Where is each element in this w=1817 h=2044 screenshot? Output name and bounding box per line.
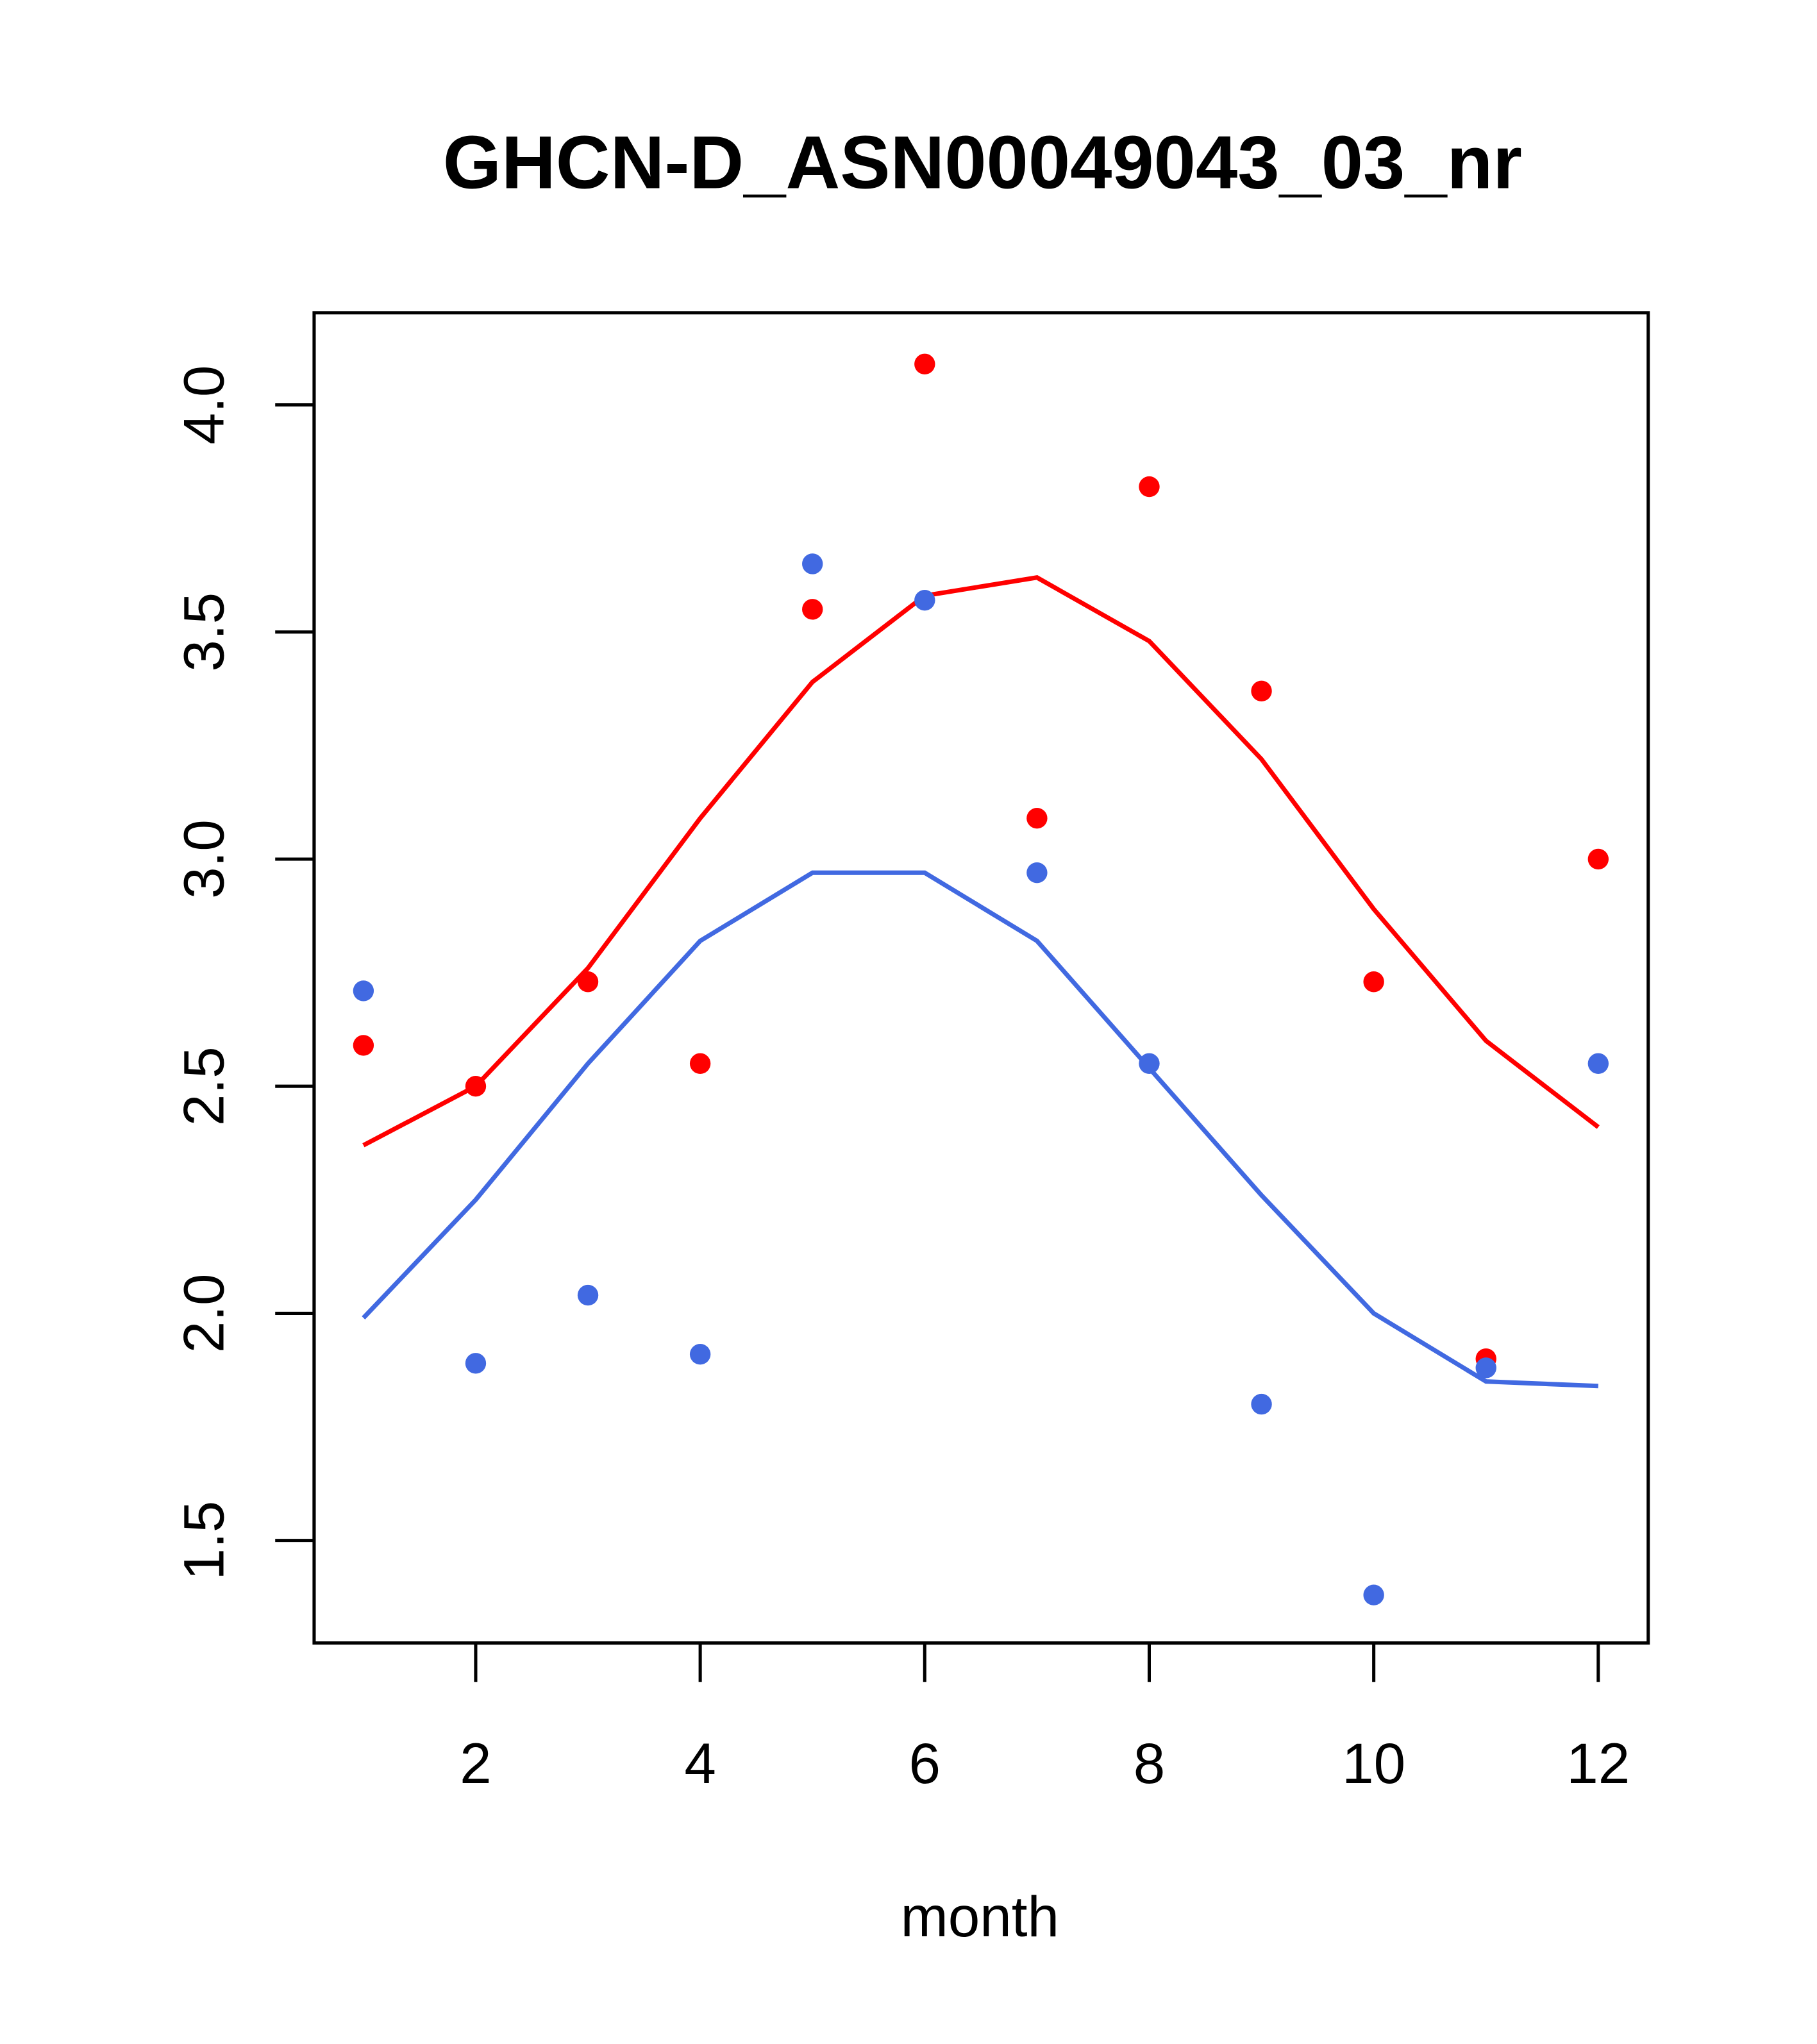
y-tick-label: 2.5 (171, 1046, 235, 1126)
red-point (1026, 808, 1048, 829)
blue-point (802, 553, 823, 574)
x-tick-label: 6 (909, 1731, 941, 1795)
y-axis: 1.5 2.0 2.5 3.0 3.5 4.0 (171, 365, 316, 1580)
chart-title: GHCN-D_ASN00049043_03_nr (443, 120, 1522, 204)
y-tick-label: 2.0 (171, 1274, 235, 1353)
red-point (1363, 971, 1384, 993)
red-point (577, 971, 599, 993)
x-tick-label: 8 (1134, 1731, 1166, 1795)
y-tick-label: 3.5 (171, 592, 235, 672)
blue-point (353, 980, 374, 1001)
plot-frame (312, 311, 1650, 1645)
blue-point (577, 1284, 599, 1306)
blue-point (1251, 1393, 1272, 1415)
x-tick-label: 10 (1342, 1731, 1405, 1795)
red-line (362, 575, 1600, 1148)
red-point (914, 353, 935, 374)
blue-point (1026, 862, 1048, 884)
blue-point (465, 1353, 487, 1374)
blue-point (1587, 1053, 1609, 1074)
blue-point (1475, 1357, 1496, 1378)
x-tick-label: 4 (684, 1731, 716, 1795)
blue-point (1139, 1053, 1160, 1074)
red-point (1251, 680, 1272, 702)
red-point (465, 1076, 487, 1097)
x-axis: 2 4 6 8 10 12 (460, 1641, 1630, 1795)
red-point (802, 599, 823, 620)
x-axis-label: month (901, 1884, 1059, 1948)
y-tick-label: 4.0 (171, 365, 235, 445)
blue-line (362, 870, 1598, 1389)
blue-point (689, 1343, 711, 1365)
blue-point (1363, 1584, 1384, 1605)
red-point (1587, 848, 1609, 870)
red-point (353, 1035, 374, 1056)
x-tick-label: 12 (1566, 1731, 1630, 1795)
red-point (689, 1053, 711, 1074)
blue-point (914, 589, 935, 611)
red-point (1139, 476, 1160, 498)
x-tick-label: 2 (460, 1731, 492, 1795)
y-tick-label: 3.0 (171, 819, 235, 899)
y-tick-label: 1.5 (171, 1501, 235, 1580)
